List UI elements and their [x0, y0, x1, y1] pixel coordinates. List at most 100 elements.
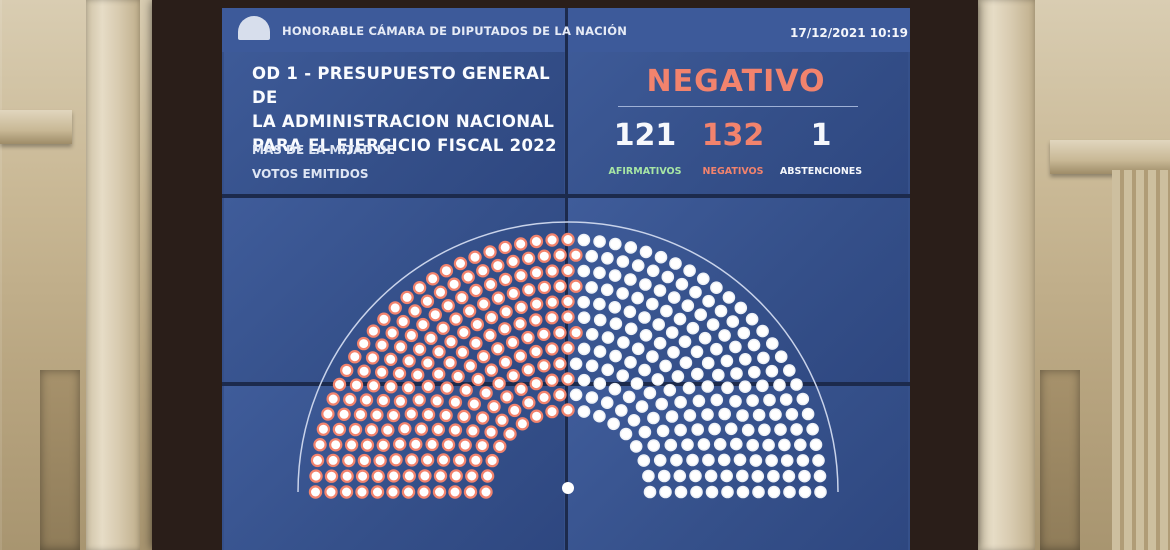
seat-negativo — [308, 485, 323, 499]
seat-afirmativo — [593, 297, 606, 311]
seat-afirmativo — [577, 311, 591, 324]
seat-afirmativo — [667, 291, 681, 304]
seat-negativo — [359, 393, 374, 407]
seat-negativo — [439, 263, 454, 278]
seat-afirmativo — [601, 331, 615, 344]
seat-afirmativo — [798, 469, 811, 483]
seat-negativo — [398, 422, 412, 436]
seat-afirmativo — [783, 485, 796, 499]
seat-negativo — [506, 254, 520, 269]
seat-negativo — [432, 485, 447, 499]
seat-afirmativo — [721, 381, 734, 395]
seat-afirmativo — [674, 395, 687, 409]
seat-afirmativo — [635, 400, 649, 413]
seat-afirmativo — [624, 355, 637, 369]
seat-afirmativo — [663, 383, 677, 397]
seat-negativo — [386, 485, 400, 499]
seat-afirmativo — [767, 469, 780, 483]
seat-negativo — [364, 423, 379, 437]
seat-negativo — [483, 277, 498, 292]
wall-panel-left — [40, 370, 80, 550]
seat-negativo — [545, 295, 559, 309]
seat-negativo — [448, 423, 463, 437]
seat-negativo — [498, 240, 512, 255]
seat-negativo — [386, 469, 401, 483]
seat-negativo — [498, 322, 512, 336]
seat-negativo — [476, 349, 491, 364]
seat-afirmativo — [577, 233, 591, 247]
seat-negativo — [506, 286, 521, 301]
seat-negativo — [569, 325, 583, 340]
seat-afirmativo — [785, 407, 799, 421]
seat-negativo — [412, 393, 426, 407]
afirmativos-count: 121 — [613, 118, 677, 153]
seat-afirmativo — [659, 359, 672, 373]
seat-afirmativo — [631, 291, 644, 305]
seat-negativo — [339, 363, 354, 378]
seat-negativo — [430, 394, 444, 408]
seat-negativo — [483, 245, 497, 259]
seat-negativo — [561, 403, 575, 417]
seat-afirmativo — [678, 335, 692, 348]
seat-negativo — [433, 285, 448, 299]
seat-afirmativo — [739, 352, 752, 366]
seat-afirmativo — [593, 409, 606, 423]
seat-negativo — [545, 342, 559, 356]
seat-negativo — [561, 263, 575, 278]
seat-afirmativo — [814, 485, 827, 499]
seat-negativo — [384, 379, 398, 394]
seat-negativo — [499, 305, 513, 319]
seat-afirmativo — [577, 373, 591, 387]
seat-negativo — [457, 409, 471, 424]
vote-result: NEGATIVO — [646, 64, 826, 99]
seat-negativo — [537, 249, 551, 263]
seat-afirmativo — [762, 438, 775, 452]
seat-negativo — [357, 364, 371, 378]
seat-negativo — [492, 376, 506, 391]
seat-negativo — [447, 277, 461, 291]
seat-afirmativo — [585, 391, 599, 404]
seat-negativo — [498, 272, 513, 287]
seat-afirmativo — [736, 469, 749, 483]
seat-negativo — [321, 407, 335, 421]
seat-negativo — [471, 372, 485, 387]
seat-negativo — [479, 386, 493, 400]
seat-afirmativo — [710, 281, 723, 294]
seat-negativo — [371, 469, 385, 483]
seat-afirmativo — [729, 340, 742, 354]
seat-afirmativo — [600, 396, 614, 409]
seat-negativo — [522, 395, 536, 410]
seat-afirmativo — [622, 390, 636, 404]
seat-afirmativo — [714, 304, 728, 318]
seat-negativo — [313, 437, 327, 452]
seat-negativo — [310, 453, 325, 468]
seat-afirmativo — [729, 394, 742, 408]
seat-negativo — [436, 453, 451, 467]
seat-negativo — [439, 408, 453, 423]
seat-afirmativo — [758, 423, 771, 437]
seat-negativo — [514, 382, 528, 396]
seat-afirmativo — [710, 342, 723, 356]
seat-negativo — [569, 279, 583, 293]
seat-afirmativo — [652, 318, 666, 331]
seat-negativo — [444, 334, 458, 349]
seat-afirmativo — [801, 407, 815, 421]
seat-afirmativo — [654, 250, 668, 264]
seat-negativo — [553, 248, 567, 262]
seat-negativo — [396, 314, 410, 329]
seat-negativo — [376, 393, 391, 408]
seat-afirmativo — [577, 405, 591, 418]
seat-afirmativo — [653, 284, 667, 297]
seat-negativo — [515, 417, 530, 431]
seat-negativo — [402, 354, 416, 368]
seat-negativo — [455, 345, 470, 359]
seat-negativo — [466, 424, 480, 438]
seat-negativo — [537, 390, 551, 405]
seat-negativo — [477, 297, 491, 311]
seat-negativo — [418, 469, 432, 483]
seat-negativo — [393, 340, 408, 354]
seat-negativo — [370, 485, 385, 499]
seat-afirmativo — [704, 469, 718, 483]
seat-negativo — [553, 357, 567, 371]
majority-requirement: MÁS DE LA MITAD DE VOTOS EMITIDOS — [252, 143, 395, 181]
